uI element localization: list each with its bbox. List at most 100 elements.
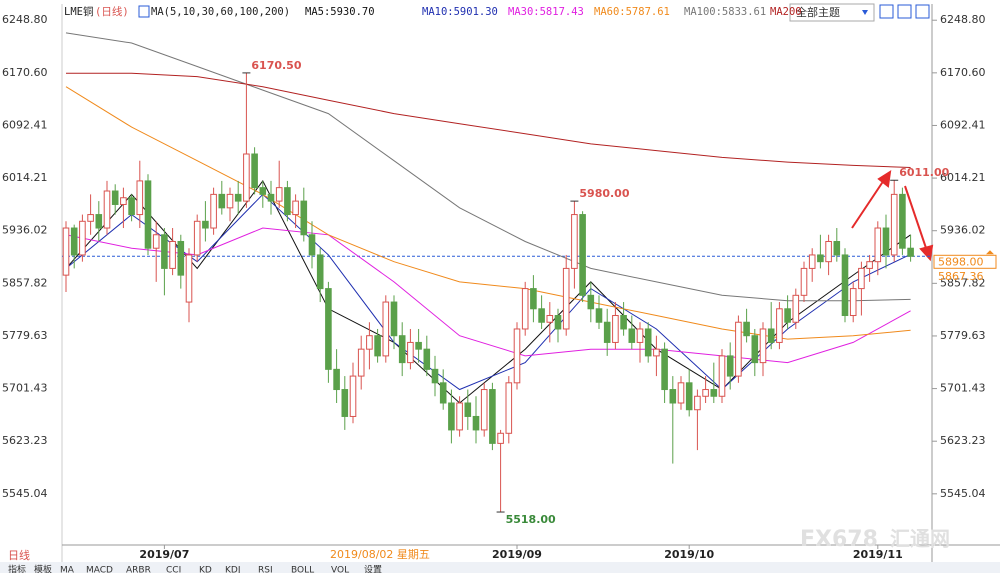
ma-params: MA(5,10,30,60,100,200) — [151, 6, 290, 18]
candle-body — [448, 402, 455, 431]
candle-body — [833, 240, 841, 256]
candle-body — [743, 321, 750, 337]
ma-line — [65, 227, 911, 364]
tab[interactable]: KD — [199, 566, 212, 573]
candle-body — [669, 389, 677, 404]
candle-body — [136, 180, 144, 216]
candle-body — [243, 153, 250, 202]
candle-body — [562, 267, 570, 330]
arrow-line — [904, 185, 927, 249]
candle-body — [431, 368, 439, 384]
tab[interactable]: 设置 — [364, 565, 382, 573]
tab[interactable]: VOL — [331, 566, 349, 573]
candle-body — [234, 193, 242, 202]
theme-select-label: 全部主题 — [796, 5, 840, 19]
period-tab[interactable]: 日线 — [8, 548, 30, 562]
x-tick-label: 2019/10 — [664, 548, 714, 561]
candle-body — [792, 294, 800, 323]
x-tick-label: 2019/11 — [853, 548, 903, 561]
candle-body — [456, 402, 463, 431]
price-box — [933, 254, 997, 269]
candle-body — [267, 193, 275, 202]
y-tick-label: 5779.63 — [940, 329, 986, 342]
tab[interactable]: 指标 — [8, 564, 26, 573]
tab[interactable]: CCI — [166, 566, 181, 573]
candle-body — [513, 328, 521, 384]
x-tick-label: 2019/07 — [139, 548, 189, 561]
symbol: LME铜 — [64, 6, 93, 18]
candle-body — [202, 220, 209, 229]
candle-body — [382, 301, 390, 357]
candle-body — [161, 234, 168, 269]
candle-body — [841, 254, 849, 317]
candle-body — [472, 415, 480, 431]
annotation: 5518.00 — [506, 513, 556, 526]
candle-body — [464, 402, 472, 417]
candle-body — [390, 301, 398, 337]
ma-line — [66, 72, 911, 168]
candle-body — [423, 348, 431, 370]
y-tick-label-left: 5623.23 — [2, 434, 48, 447]
candle-body — [653, 348, 660, 357]
legend-entry: MA10:5901.30 — [422, 6, 498, 18]
candle-body — [521, 288, 529, 330]
candle-body — [193, 220, 201, 256]
candle-body — [907, 247, 914, 257]
candle-body — [776, 308, 783, 343]
icon-button[interactable] — [897, 4, 912, 19]
tab[interactable]: MACD — [86, 566, 113, 573]
candle-body — [398, 335, 406, 364]
candle-body — [325, 288, 332, 370]
candle-body — [251, 153, 258, 189]
candle-body — [735, 321, 742, 377]
y-tick-label-left: 5701.43 — [2, 382, 48, 395]
candle-body — [366, 335, 373, 350]
tab[interactable]: 模板 — [34, 564, 52, 573]
y-tick-label-left: 6014.21 — [2, 171, 48, 184]
icon-button[interactable] — [879, 4, 894, 19]
candle-body — [505, 382, 513, 434]
candle-body — [726, 355, 734, 377]
candle-body — [800, 267, 808, 296]
candle-body — [899, 193, 906, 249]
y-tick-label-left: 5857.82 — [2, 276, 48, 289]
candle-body — [62, 227, 70, 276]
y-tick-label-left: 6170.60 — [2, 66, 48, 79]
candle-body — [817, 254, 824, 263]
icon-button[interactable] — [915, 4, 930, 19]
candle-body — [415, 341, 422, 350]
y-tick-label: 5857.82 — [940, 276, 986, 289]
annotation: 5980.00 — [579, 187, 629, 200]
y-tick-label: 6014.21 — [940, 171, 986, 184]
candle-body — [644, 328, 652, 357]
candle-body — [546, 315, 554, 323]
candle-body — [661, 348, 668, 391]
candle-body — [407, 341, 414, 364]
tab[interactable]: MA — [60, 566, 75, 573]
ma-toggle[interactable] — [138, 5, 150, 18]
watermark-cn: 汇通网 — [890, 527, 950, 551]
candle-body — [111, 190, 119, 205]
tab[interactable]: RSI — [258, 566, 273, 573]
theme-select[interactable] — [789, 3, 875, 22]
candle-body — [530, 288, 537, 310]
candle-body — [349, 375, 357, 417]
tab[interactable]: BOLL — [291, 566, 314, 573]
candle-body — [95, 214, 103, 229]
candle-body — [767, 328, 775, 343]
candle-body — [152, 234, 160, 249]
candle-body — [874, 227, 882, 263]
tab[interactable]: ARBR — [126, 566, 151, 573]
candle-body — [177, 240, 185, 276]
candle-body — [87, 214, 94, 222]
candle-body — [70, 227, 78, 256]
candle-body — [603, 321, 611, 343]
legend-entry: MA200 — [770, 6, 802, 18]
candle-body — [275, 187, 283, 202]
period-tab-bg[interactable] — [0, 548, 45, 562]
dropdown-arrow — [862, 10, 868, 15]
tab[interactable]: KDJ — [225, 566, 241, 573]
candle-body — [341, 389, 349, 417]
candle-body — [694, 395, 701, 411]
